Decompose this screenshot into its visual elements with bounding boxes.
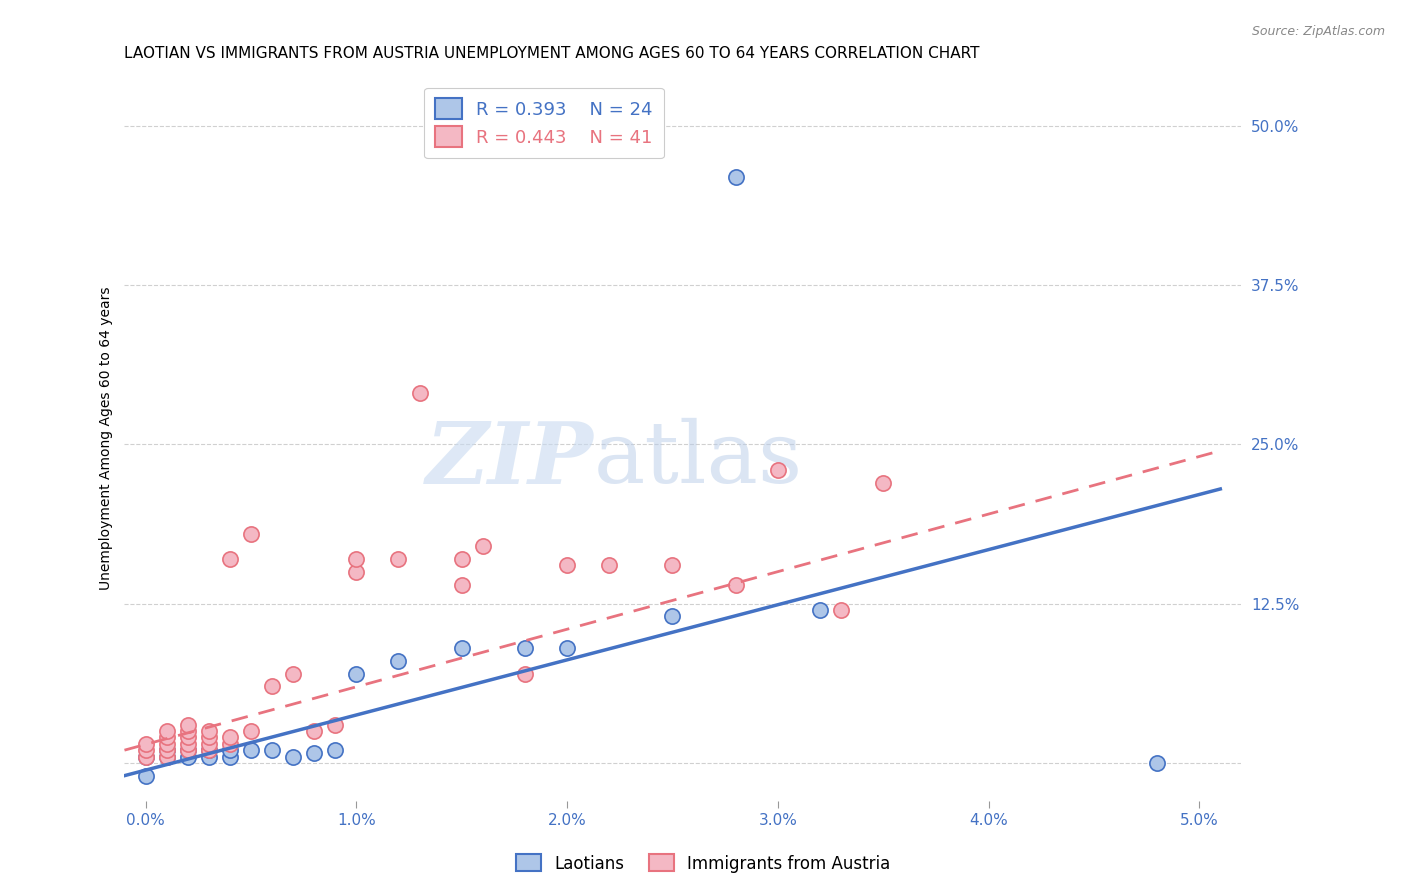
Point (302, 746, 325, 760)
Point (156, 749, 179, 764)
Point (808, 603, 831, 617)
Point (218, 749, 240, 764)
Point (197, 749, 219, 764)
Point (408, 386, 430, 401)
Point (197, 743, 219, 757)
Point (555, 558, 578, 573)
Point (323, 717, 346, 731)
Point (471, 539, 494, 553)
Text: LAOTIAN VS IMMIGRANTS FROM AUSTRIA UNEMPLOYMENT AMONG AGES 60 TO 64 YEARS CORREL: LAOTIAN VS IMMIGRANTS FROM AUSTRIA UNEMP… (125, 46, 980, 62)
Point (176, 743, 198, 757)
Point (197, 743, 219, 757)
Point (661, 558, 683, 573)
Point (218, 731, 240, 745)
Text: ZIP: ZIP (426, 418, 593, 501)
Point (176, 749, 198, 764)
Point (239, 743, 262, 757)
Point (156, 749, 179, 764)
Legend: Laotians, Immigrants from Austria: Laotians, Immigrants from Austria (509, 847, 897, 880)
Text: atlas: atlas (593, 418, 803, 501)
Point (555, 641, 578, 656)
Y-axis label: Unemployment Among Ages 60 to 64 years: Unemployment Among Ages 60 to 64 years (100, 286, 114, 590)
Point (281, 749, 304, 764)
Point (661, 609, 683, 624)
Point (1146, 756, 1168, 770)
Point (724, 577, 747, 591)
Point (281, 666, 304, 681)
Point (156, 737, 179, 751)
Point (260, 680, 283, 694)
Point (176, 731, 198, 745)
Point (513, 641, 536, 656)
Point (218, 552, 240, 566)
Point (598, 558, 620, 573)
Point (135, 749, 157, 764)
Point (176, 743, 198, 757)
Point (218, 737, 240, 751)
Point (450, 577, 472, 591)
Point (239, 724, 262, 739)
Point (450, 552, 472, 566)
Point (724, 169, 747, 184)
Point (156, 724, 179, 739)
Point (218, 743, 240, 757)
Point (135, 769, 157, 783)
Point (344, 565, 367, 579)
Point (450, 641, 472, 656)
Point (156, 743, 179, 757)
Point (156, 731, 179, 745)
Point (197, 737, 219, 751)
Legend: R = 0.393    N = 24, R = 0.443    N = 41: R = 0.393 N = 24, R = 0.443 N = 41 (423, 87, 664, 158)
Text: Source: ZipAtlas.com: Source: ZipAtlas.com (1251, 25, 1385, 38)
Point (387, 552, 409, 566)
Point (197, 731, 219, 745)
Point (830, 603, 852, 617)
Point (260, 743, 283, 757)
Point (323, 743, 346, 757)
Point (197, 724, 219, 739)
Point (344, 552, 367, 566)
Point (135, 749, 157, 764)
Point (176, 737, 198, 751)
Point (302, 724, 325, 739)
Point (872, 475, 894, 490)
Point (135, 737, 157, 751)
Point (135, 743, 157, 757)
Point (766, 463, 789, 477)
Point (513, 666, 536, 681)
Point (239, 526, 262, 541)
Point (344, 666, 367, 681)
Point (156, 743, 179, 757)
Point (387, 654, 409, 668)
Point (176, 717, 198, 731)
Point (176, 724, 198, 739)
